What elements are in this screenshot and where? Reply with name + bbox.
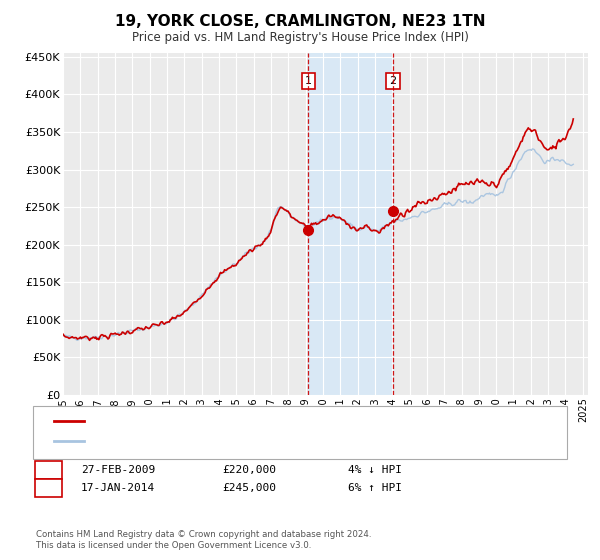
- Text: £245,000: £245,000: [222, 483, 276, 493]
- Text: 27-FEB-2009: 27-FEB-2009: [81, 465, 155, 475]
- Text: This data is licensed under the Open Government Licence v3.0.: This data is licensed under the Open Gov…: [36, 541, 311, 550]
- Text: £220,000: £220,000: [222, 465, 276, 475]
- Text: 6% ↑ HPI: 6% ↑ HPI: [348, 483, 402, 493]
- Text: 2: 2: [45, 483, 52, 493]
- Text: 19, YORK CLOSE, CRAMLINGTON, NE23 1TN: 19, YORK CLOSE, CRAMLINGTON, NE23 1TN: [115, 14, 485, 29]
- Text: 4% ↓ HPI: 4% ↓ HPI: [348, 465, 402, 475]
- Text: Contains HM Land Registry data © Crown copyright and database right 2024.: Contains HM Land Registry data © Crown c…: [36, 530, 371, 539]
- Text: Price paid vs. HM Land Registry's House Price Index (HPI): Price paid vs. HM Land Registry's House …: [131, 31, 469, 44]
- Text: HPI: Average price, detached house, Northumberland: HPI: Average price, detached house, Nort…: [93, 436, 372, 446]
- Text: 2: 2: [389, 76, 397, 86]
- Text: 1: 1: [305, 76, 311, 86]
- Bar: [308, 53, 393, 395]
- Text: 1: 1: [45, 465, 52, 475]
- Text: 19, YORK CLOSE, CRAMLINGTON, NE23 1TN (detached house): 19, YORK CLOSE, CRAMLINGTON, NE23 1TN (d…: [93, 416, 414, 426]
- Text: 17-JAN-2014: 17-JAN-2014: [81, 483, 155, 493]
